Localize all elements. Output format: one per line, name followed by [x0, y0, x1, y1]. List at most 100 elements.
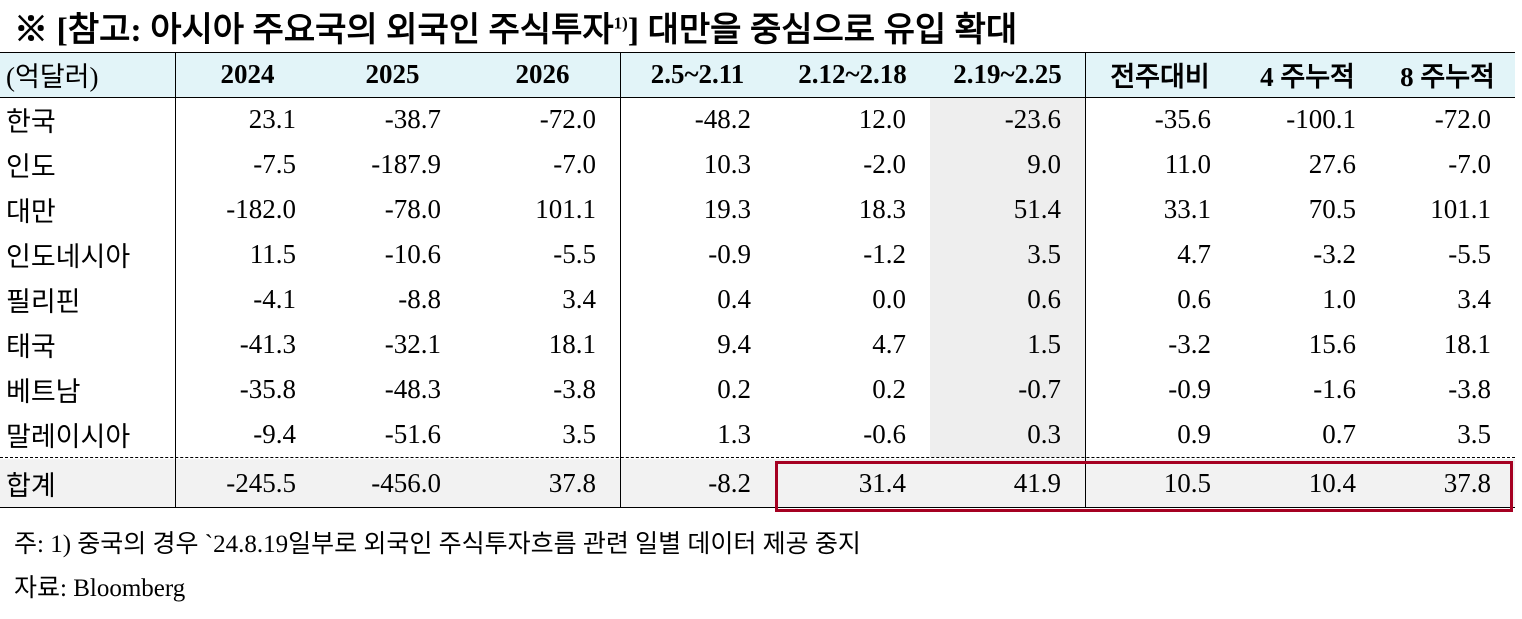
- cell: 0.9: [1177, 419, 1211, 449]
- dashed-border: [0, 457, 1515, 459]
- cell: -182.0: [226, 194, 296, 224]
- row-label: 태국: [6, 332, 56, 362]
- table-row: 대만 -182.0 -78.0 101.1 19.3 18.3 51.4 33.1 70.5 10…: [0, 187, 1515, 232]
- cell: -8.2: [708, 467, 751, 498]
- cell: 0.6: [1177, 284, 1211, 314]
- cell: -8.8: [398, 284, 441, 314]
- cell: 18.1: [1443, 329, 1491, 359]
- border: [0, 97, 1515, 98]
- footnote: 주: 1) 중국의 경우 `24.8.19일부로 외국인 주식투자흐름 관련 일…: [14, 531, 861, 558]
- cell: -5.5: [1448, 239, 1491, 269]
- cell: 0.7: [1322, 419, 1356, 449]
- table-row: 합계 -245.5 -456.0 37.8 -8.2 31.4 41.9 10.5 10.4 37…: [0, 459, 1515, 507]
- cell: -41.3: [239, 329, 296, 359]
- cell: -1.2: [863, 239, 906, 269]
- cell: 0.3: [930, 412, 1085, 457]
- border: [620, 52, 621, 507]
- cell: 11.5: [249, 239, 296, 269]
- cell: 3.4: [562, 284, 596, 314]
- cell: 3.5: [930, 232, 1085, 277]
- cell: 37.8: [548, 467, 596, 498]
- cell: 1.5: [930, 322, 1085, 367]
- cell: -32.1: [384, 329, 441, 359]
- row-label: 한국: [6, 107, 56, 137]
- cell: 0.4: [717, 284, 751, 314]
- cell: -78.0: [384, 194, 441, 224]
- cell: -7.0: [1448, 149, 1491, 179]
- cell: -0.7: [930, 367, 1085, 412]
- cell: 27.6: [1308, 149, 1356, 179]
- cell: 31.4: [858, 467, 906, 498]
- cell: -9.4: [253, 419, 296, 449]
- table-row: 한국 23.1 -38.7 -72.0 -48.2 12.0 -23.6 -35.6 -100.…: [0, 97, 1515, 142]
- cell: 3.4: [1457, 284, 1491, 314]
- cell: -23.6: [930, 97, 1085, 142]
- cell: 1.3: [717, 419, 751, 449]
- cell: -35.6: [1154, 104, 1211, 134]
- cell: -72.0: [539, 104, 596, 134]
- cell: -48.2: [694, 104, 751, 134]
- cell: -3.8: [553, 374, 596, 404]
- row-label: (억달러): [6, 62, 99, 92]
- row-label: 말레이시아: [6, 422, 131, 452]
- cell: -0.9: [1168, 374, 1211, 404]
- cell: 19.3: [703, 194, 751, 224]
- cell: -35.8: [239, 374, 296, 404]
- row-label: 합계: [6, 470, 56, 501]
- cell: 10.4: [1308, 467, 1356, 498]
- cell: -100.1: [1286, 104, 1356, 134]
- row-label: 인도네시아: [6, 242, 131, 272]
- cell: -48.3: [384, 374, 441, 404]
- title: ※ [참고: 아시아 주요국의 외국인 주식투자1)] 대만을 중심으로 유입 …: [14, 2, 1017, 51]
- cell: 15.6: [1308, 329, 1356, 359]
- cell: -72.0: [1434, 104, 1491, 134]
- cell: -38.7: [384, 104, 441, 134]
- cell: 2024: [220, 59, 275, 89]
- cell: -7.0: [553, 149, 596, 179]
- cell: -0.6: [863, 419, 906, 449]
- cell: 4 주누적: [1260, 62, 1355, 92]
- cell: 0.2: [717, 374, 751, 404]
- header-row: (억달러) 2024 2025 2026 2.5~2.11 2.12~2.18 2.19~2…: [0, 52, 1515, 97]
- cell: 3.5: [562, 419, 596, 449]
- cell: -456.0: [371, 467, 441, 498]
- cell: 2.19~2.25: [953, 59, 1062, 89]
- title-note: 1): [613, 13, 628, 33]
- cell: 101.1: [1430, 194, 1491, 224]
- cell: 2.5~2.11: [650, 59, 745, 89]
- cell: -0.9: [708, 239, 751, 269]
- cell: -1.6: [1313, 374, 1356, 404]
- cell: -187.9: [371, 149, 441, 179]
- cell: 0.2: [872, 374, 906, 404]
- cell: 2025: [365, 59, 420, 89]
- cell: 2.12~2.18: [798, 59, 907, 89]
- cell: 1.0: [1322, 284, 1356, 314]
- border: [1085, 52, 1086, 507]
- cell: 12.0: [858, 104, 906, 134]
- border: [0, 52, 1515, 53]
- cell: -3.2: [1313, 239, 1356, 269]
- cell: -3.8: [1448, 374, 1491, 404]
- cell: -51.6: [384, 419, 441, 449]
- source: 자료: Bloomberg: [14, 575, 186, 602]
- cell: -5.5: [553, 239, 596, 269]
- cell: -3.2: [1168, 329, 1211, 359]
- row-label: 필리핀: [6, 287, 81, 317]
- row-label: 베트남: [6, 377, 81, 407]
- cell: 37.8: [1443, 467, 1491, 498]
- cell: -4.1: [253, 284, 296, 314]
- border: [175, 52, 176, 507]
- cell: 전주대비: [1110, 62, 1210, 92]
- cell: 0.0: [872, 284, 906, 314]
- row-label: 대만: [6, 197, 56, 227]
- cell: 3.5: [1457, 419, 1491, 449]
- border: [0, 507, 1515, 508]
- cell: 51.4: [930, 187, 1085, 232]
- cell: 10.3: [703, 149, 751, 179]
- cell: 23.1: [248, 104, 296, 134]
- cell: 33.1: [1163, 194, 1211, 224]
- table-row: 태국 -41.3 -32.1 18.1 9.4 4.7 1.5 -3.2 15.6 18.1: [0, 322, 1515, 367]
- cell: 70.5: [1308, 194, 1356, 224]
- cell: 18.3: [858, 194, 906, 224]
